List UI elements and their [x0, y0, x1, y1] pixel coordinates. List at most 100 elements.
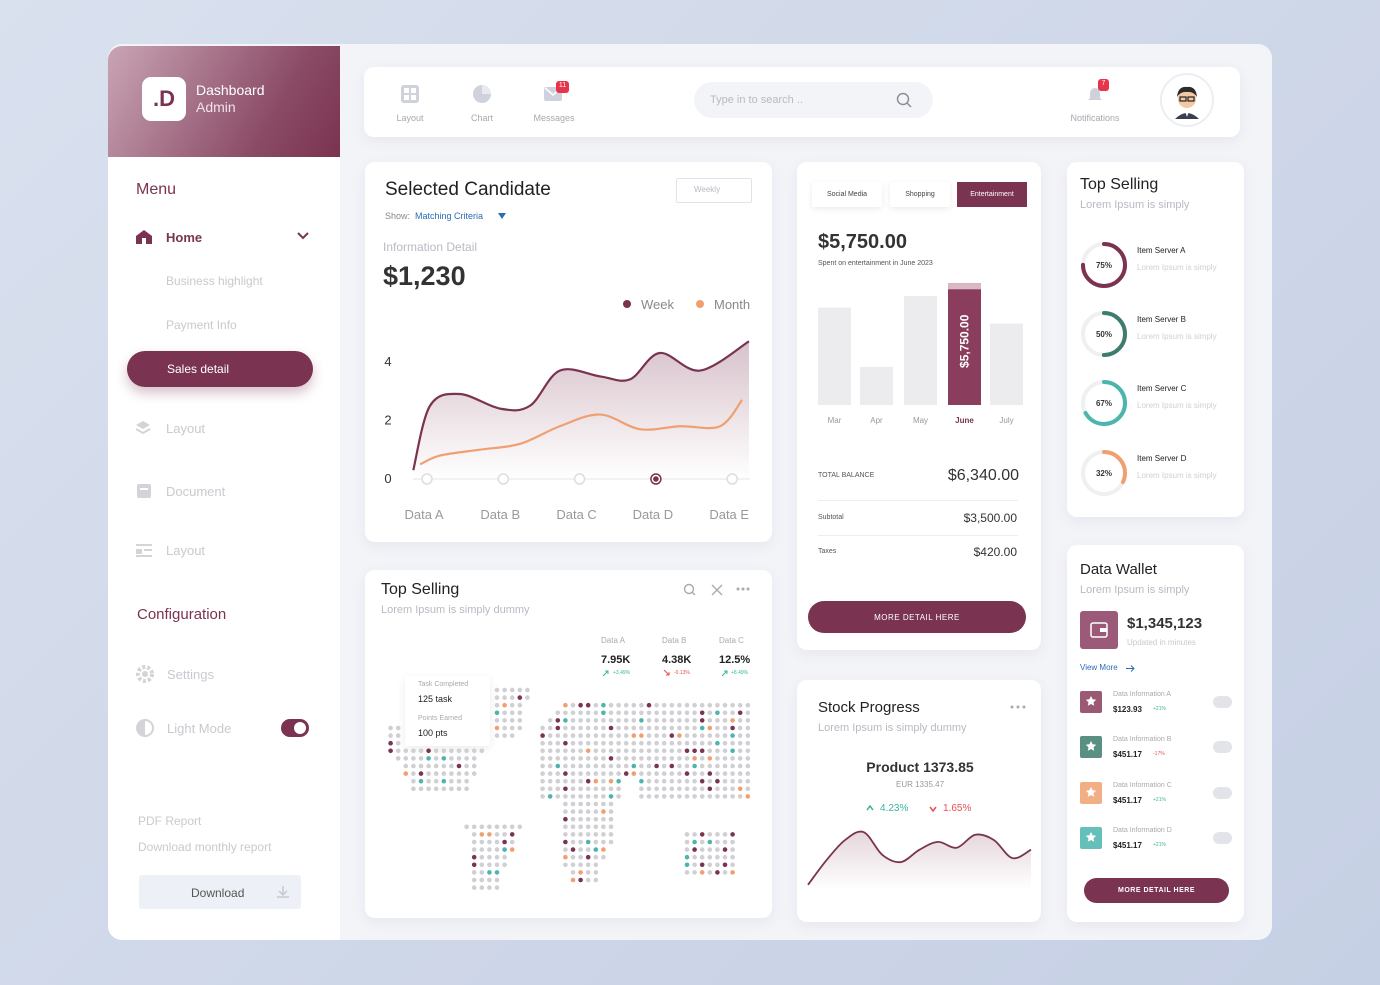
tab-active[interactable]: [957, 182, 1027, 207]
search-box[interactable]: [694, 82, 933, 118]
toggle-knob: [294, 722, 306, 734]
submenu-item[interactable]: Business highlight: [166, 274, 263, 288]
download-icon: [277, 886, 289, 898]
wallet-updated: Updated in minutes: [1127, 638, 1196, 647]
shape: [1179, 96, 1187, 102]
config-item[interactable]: Settings: [167, 667, 214, 682]
shape: [1178, 90, 1196, 108]
tooltip-value: 125 task: [418, 694, 453, 704]
more-icon[interactable]: [1010, 705, 1026, 709]
more-button[interactable]: MORE DETAIL HERE: [1084, 878, 1229, 903]
chart-icon[interactable]: [473, 85, 491, 103]
shape: [929, 806, 937, 812]
up-icon: [866, 805, 874, 811]
shape: [1185, 111, 1189, 117]
trend-arrows: [602, 669, 728, 677]
shape: [136, 665, 154, 683]
search-icon[interactable]: [896, 92, 912, 108]
menu-item[interactable]: Layout: [166, 543, 206, 558]
item-price: $451.17: [1113, 841, 1142, 850]
shape: [136, 544, 152, 546]
shape: [896, 92, 910, 106]
chevron[interactable]: [297, 232, 309, 240]
pdf-title: PDF Report: [138, 814, 202, 828]
shape: [137, 720, 145, 736]
menu-item[interactable]: Home: [166, 230, 203, 245]
tab-label[interactable]: Messages: [533, 113, 575, 123]
stock-down: 1.65%: [943, 803, 972, 814]
server-name: Item Server B: [1137, 315, 1186, 324]
spending-amount: $5,750.00: [818, 231, 907, 253]
shape: [277, 886, 289, 898]
layers-icon: [135, 421, 151, 435]
server-name: Item Server C: [1137, 384, 1187, 393]
logo-box: [142, 77, 186, 121]
shape: [136, 555, 152, 557]
download-button[interactable]: [139, 875, 301, 909]
avatar[interactable]: [1160, 73, 1214, 127]
taxes-value: $420.00: [973, 545, 1017, 559]
tab-label: Social Media: [826, 191, 868, 198]
shape: [1100, 628, 1107, 632]
product: Product 1373.85: [866, 759, 974, 775]
show-value[interactable]: Matching Criteria: [415, 211, 484, 221]
logo: .D: [153, 86, 175, 111]
shape: [142, 238, 146, 244]
card-subtitle: Lorem Ipsum is simply dummy: [818, 722, 967, 734]
tab-label[interactable]: Chart: [470, 113, 493, 123]
shape: [482, 85, 491, 94]
wallet-card: [1067, 545, 1244, 922]
tooltip: [405, 676, 490, 746]
shape: [411, 95, 416, 100]
stat-change: -0.13%: [674, 670, 690, 676]
shape: [1088, 88, 1102, 100]
dropdown[interactable]: [676, 178, 752, 203]
stock-card: [797, 680, 1041, 922]
home-icon: [136, 230, 152, 244]
tooltip-value: 100 pts: [418, 728, 448, 738]
server-desc: Lorem Ipsum is simply: [1137, 401, 1217, 410]
shape: [135, 428, 151, 435]
subtotal-label: Subtotal: [818, 514, 844, 521]
more-button[interactable]: MORE DETAIL HERE: [808, 601, 1026, 633]
document-icon: [137, 484, 151, 498]
total-value: $6,340.00: [947, 467, 1019, 484]
shape: [1177, 86, 1197, 97]
card-subtitle: Lorem Ipsum is simply: [1080, 199, 1190, 211]
config-item[interactable]: Light Mode: [167, 721, 232, 736]
bell-icon[interactable]: [1087, 86, 1103, 102]
shape: [711, 584, 723, 596]
toggle[interactable]: [281, 719, 309, 737]
server-desc: Lorem Ipsum is simply: [1137, 332, 1217, 341]
notifications-label[interactable]: Notifications: [1070, 113, 1120, 123]
view-more[interactable]: View More: [1080, 663, 1118, 672]
app-title: Dashboard: [196, 82, 265, 98]
wallet-amount: $1,345,123: [1127, 615, 1203, 632]
stat-change: +3.49%: [613, 670, 631, 676]
submenu-item[interactable]: Payment Info: [166, 318, 237, 332]
spending-card: [797, 162, 1041, 650]
stat-label: Data C: [719, 636, 744, 645]
item-price: $451.17: [1113, 750, 1142, 759]
menu-title: Menu: [136, 181, 177, 198]
layout-icon[interactable]: [401, 85, 419, 103]
shape: [142, 671, 148, 677]
menu-item[interactable]: Document: [166, 484, 226, 499]
item-name: Data Information C: [1113, 782, 1172, 789]
stock-up: 4.23%: [880, 803, 909, 814]
card-title: Selected Candidate: [385, 179, 551, 200]
taxes-label: Taxes: [818, 548, 837, 555]
menu-item[interactable]: Layout: [166, 421, 206, 436]
shape: [140, 488, 148, 490]
stat-value: 7.95K: [601, 654, 631, 666]
active-item: Sales detail: [167, 362, 230, 376]
map-tools[interactable]: [683, 583, 753, 597]
item-change: +21%: [1153, 706, 1166, 712]
shape: [906, 102, 912, 108]
shape: [1187, 96, 1195, 102]
tab-label[interactable]: Layout: [396, 113, 424, 123]
shape: [144, 549, 152, 551]
active-pill[interactable]: [127, 351, 313, 387]
item-price: $123.93: [1113, 705, 1142, 714]
dropdown-label: Weekly: [694, 185, 721, 194]
